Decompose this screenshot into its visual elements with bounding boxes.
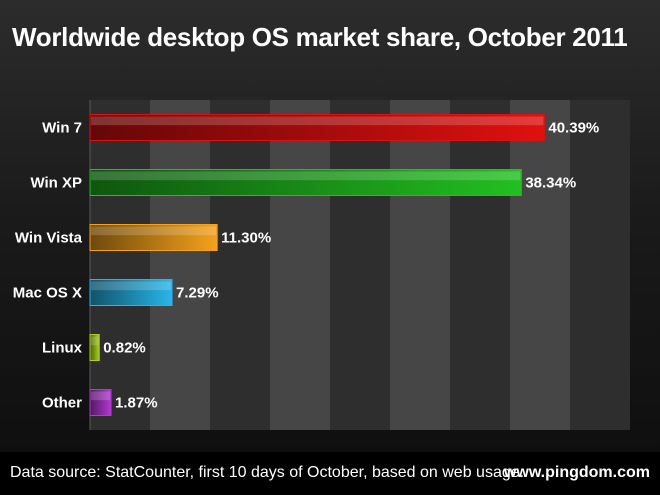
value-label: 38.34% (525, 175, 576, 192)
grid-stripe (330, 100, 390, 430)
bar-win-vista (89, 224, 218, 251)
grid-stripe (390, 100, 450, 430)
grid-stripe (90, 100, 150, 430)
grid-stripe (150, 100, 210, 430)
chart-title: Worldwide desktop OS market share, Octob… (12, 22, 628, 52)
category-label: Other (42, 395, 82, 412)
bar-mac-os-x (89, 279, 173, 306)
value-label: 1.87% (115, 395, 158, 412)
grid-stripe (270, 100, 330, 430)
bar-gloss (91, 116, 544, 126)
category-label: Win 7 (42, 120, 82, 137)
category-label: Mac OS X (13, 285, 82, 302)
category-label: Win Vista (15, 230, 83, 247)
bar-linux (89, 334, 100, 361)
value-label: 11.30% (221, 230, 271, 247)
plot-background (89, 100, 630, 430)
bar-gloss (91, 226, 217, 236)
bar-gloss (91, 391, 111, 401)
grid-stripe (510, 100, 570, 430)
bar-chart: Win 7 40.39% Win XP 38.34% Win Vista 11.30% Ma… (13, 100, 630, 430)
data-source-note: Data source: StatCounter, first 10 days … (10, 464, 525, 481)
grid-stripe (450, 100, 510, 430)
site-credit: www.pingdom.com (503, 464, 650, 481)
value-label: 40.39% (548, 120, 599, 137)
category-label: Linux (42, 340, 83, 357)
bar-gloss (91, 281, 172, 291)
bar-other (89, 389, 112, 416)
bar-win-7 (89, 114, 545, 141)
grid-stripe (570, 100, 630, 430)
grid-stripe (210, 100, 270, 430)
footer-bar: Data source: StatCounter, first 10 days … (0, 452, 660, 495)
bar-gloss (91, 171, 521, 181)
value-label: 0.82% (103, 340, 146, 357)
bar-win-xp (89, 169, 522, 196)
value-label: 7.29% (176, 285, 219, 302)
bar-gloss (91, 336, 99, 346)
category-label: Win XP (30, 175, 82, 192)
bar-marks: Win 7 40.39% Win XP 38.34% Win Vista 11.30% Ma… (13, 114, 599, 416)
